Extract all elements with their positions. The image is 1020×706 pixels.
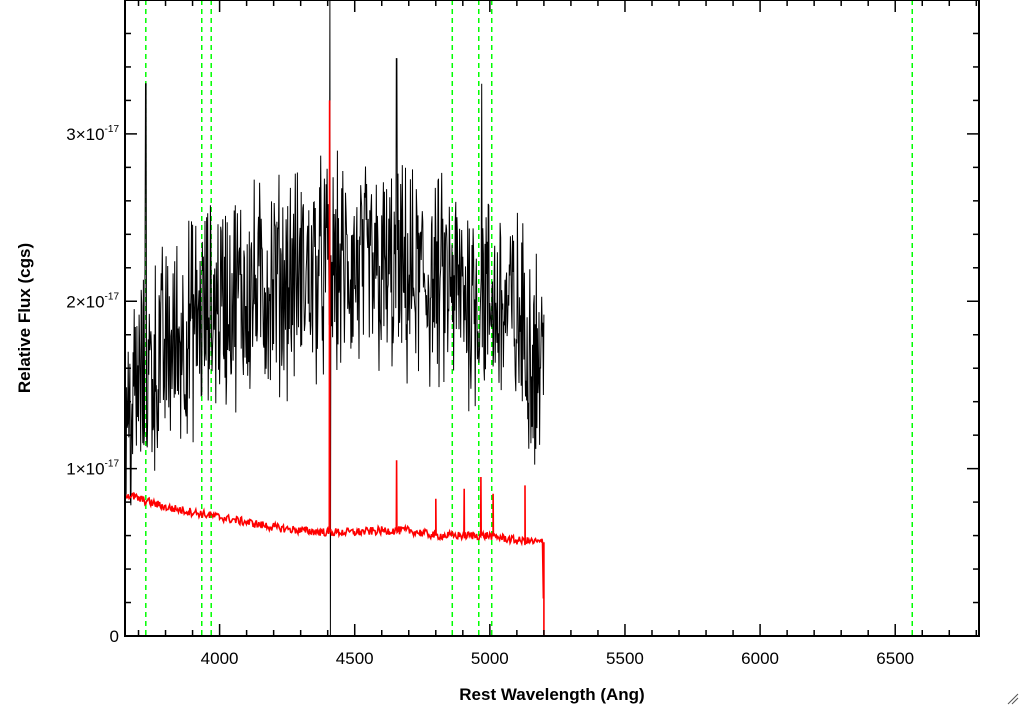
plot-frame [124, 0, 980, 637]
series-observed-spectrum [124, 0, 545, 637]
x-tick-label: 4000 [201, 649, 239, 668]
y-tick-label: 0 [110, 627, 119, 646]
series-layer [124, 0, 979, 637]
y-axis-title: Relative Flux (cgs) [15, 243, 34, 393]
x-tick-label: 6500 [876, 649, 914, 668]
y-tick-label: 2×10-17 [66, 291, 119, 311]
x-axis-title: Rest Wavelength (Ang) [459, 685, 644, 704]
x-tick-label: 6000 [741, 649, 779, 668]
x-tick-label: 5000 [471, 649, 509, 668]
y-tick-label: 3×10-17 [66, 124, 119, 144]
axis-ticks [125, 0, 979, 637]
x-tick-label: 4500 [336, 649, 374, 668]
y-tick-label: 1×10-17 [66, 459, 119, 479]
series-model-spectrum [124, 100, 979, 637]
x-tick-label: 5500 [606, 649, 644, 668]
resize-grip-icon[interactable] [1007, 693, 1019, 705]
tick-labels: 4000 4500 5000 5500 6000 6500 0 1×10-17 2×10-17 3… [66, 124, 914, 668]
